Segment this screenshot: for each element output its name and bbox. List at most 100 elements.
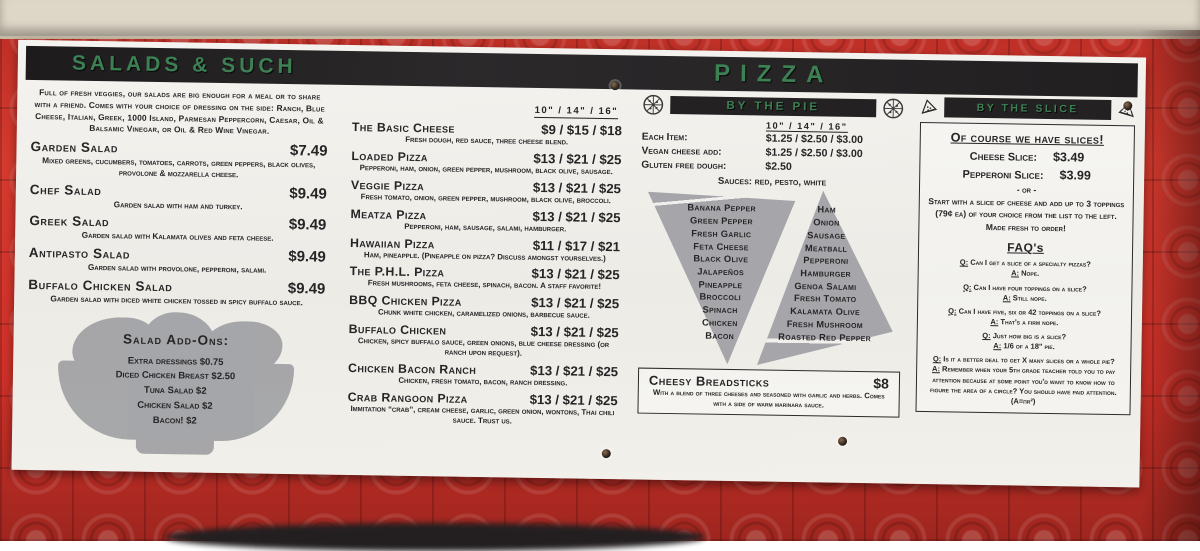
faq-answer: That's a firm nope. xyxy=(1000,317,1059,328)
item-name: The Basic Cheese xyxy=(351,120,456,136)
pizza-pie-icon xyxy=(882,97,904,119)
item-name: Pepperoni Slice: xyxy=(962,168,1044,182)
item-price: $13 / $21 / $25 xyxy=(532,208,621,225)
item-name: Crab Rangoon Pizza xyxy=(347,389,468,406)
faq-item: Q: Is it a better deal to get X many sli… xyxy=(924,354,1124,408)
topping: Roasted Red Pepper xyxy=(778,331,872,343)
item-price: $9 / $15 / $18 xyxy=(541,122,622,139)
item-name: Chef Salad xyxy=(29,181,102,198)
build-your-slice-text: Start with a slice of cheese and add up … xyxy=(928,196,1125,234)
pizza-list-column: 10" / 14" / 16" The Basic Cheese $9 / $15… xyxy=(337,85,635,474)
a-label: A: xyxy=(990,317,999,327)
item-desc: With a blend of three cheeses and season… xyxy=(652,388,885,410)
ceiling-molding xyxy=(0,0,1200,39)
item-price: $13 / $21 / $25 xyxy=(530,323,619,341)
a-label: A: xyxy=(1002,293,1011,303)
salad-addons: Salad Add-Ons: Extra dressings $0.75 Dic… xyxy=(25,311,324,469)
item-desc: Chicken, spicy buffalo sauce, green onio… xyxy=(357,336,610,358)
item-name: Hawaiian Pizza xyxy=(349,235,435,251)
menu-banner: SALADS & SUCH PIZZA Full of fresh veggie… xyxy=(11,39,1147,488)
menu-item-basic-cheese: The Basic Cheese $9 / $15 / $18 Fresh dou… xyxy=(352,119,622,148)
pizza-section-title: PIZZA xyxy=(713,59,834,89)
q-label: Q: xyxy=(963,282,972,292)
q-label: Q: xyxy=(932,354,942,364)
item-price: $13 / $21 / $25 xyxy=(529,391,618,408)
faq-answer: Remember when your 5th grade teacher tol… xyxy=(929,364,1117,406)
item-price: $13 / $21 / $25 xyxy=(531,295,620,312)
cheesy-breadsticks-box: Cheesy Breadsticks $8 With a blend of thr… xyxy=(637,367,901,418)
item-price: $9.49 xyxy=(288,248,326,266)
faq-title: FAQ's xyxy=(1007,240,1045,256)
menu-item-buffalo-chicken: Buffalo Chicken $13 / $21 / $25 Chicken, … xyxy=(348,321,619,360)
faq-answer: Still nope. xyxy=(1012,293,1047,303)
faq-item: Q: Can I have five, six or 42 toppings o… xyxy=(925,306,1124,329)
item-price: $3.99 xyxy=(1059,168,1091,183)
grommet xyxy=(1123,101,1133,111)
pizza-pie-icon xyxy=(642,94,664,116)
faq-item: Q: Can I have four toppings on a slice? … xyxy=(925,282,1124,305)
a-label: A: xyxy=(1011,268,1020,279)
by-the-slice-column: BY THE SLICE Of course we have slices! C… xyxy=(906,94,1145,482)
toppings-area: Banana Pepper Green Pepper Fresh Garlic … xyxy=(638,188,903,369)
item-price: $13 / $21 / $25 xyxy=(533,150,622,168)
item-price: $13 / $21 / $25 xyxy=(529,362,619,380)
item-price: $3.49 xyxy=(1052,150,1085,165)
item-price: $7.49 xyxy=(289,142,328,160)
item-price: $9.49 xyxy=(287,280,326,298)
item-price: $13 / $21 / $25 xyxy=(532,179,622,197)
faq-item: Q: Just how big is a slice? A: 1/6 of a … xyxy=(924,330,1123,353)
item-name: Buffalo Chicken Salad xyxy=(28,276,173,295)
pricing-value: $2.50 xyxy=(765,160,792,173)
grommet xyxy=(601,448,611,459)
menu-item-meatza-pizza: Meatza Pizza $13 / $21 / $25 Pepperoni, h… xyxy=(350,206,620,235)
a-label: A: xyxy=(931,364,941,374)
grommet xyxy=(837,436,848,446)
item-price: $13 / $21 / $25 xyxy=(531,266,620,283)
q-label: Q: xyxy=(959,257,969,268)
faq-item: Q: Can I get a slice of a specialty pizz… xyxy=(926,257,1125,280)
by-the-pie-column: BY THE PIE 10" / 14" / 16" Each Item: $1.… xyxy=(628,89,912,477)
faq-question: Can I have four toppings on a slice? xyxy=(973,282,1087,294)
item-name: Veggie Pizza xyxy=(350,177,425,193)
pie-sizes-header: 10" / 14" / 16" xyxy=(534,104,619,120)
salads-intro: Full of fresh veggies, our salads are bi… xyxy=(34,87,325,137)
or-divider: - or - xyxy=(1016,184,1037,195)
slices-headline: Of course we have slices! xyxy=(950,130,1105,147)
cheese-slice-row: Cheese Slice: $3.49 xyxy=(927,148,1126,165)
by-the-pie-bar: BY THE PIE xyxy=(670,96,877,118)
a-label: A: xyxy=(993,341,1002,351)
faq-question: Can I get a slice of a specialty pizzas? xyxy=(970,258,1091,270)
slices-info-box: Of course we have slices! Cheese Slice: … xyxy=(915,121,1136,416)
menu-item-bbq-chicken-pizza: BBQ Chicken Pizza $13 / $21 / $25 Chunk w… xyxy=(349,292,619,321)
item-name: Buffalo Chicken xyxy=(348,322,447,338)
by-the-slice-bar: BY THE SLICE xyxy=(944,97,1112,120)
menu-item-greek-salad: Greek Salad $9.49 Garden salad with Kalam… xyxy=(29,212,326,244)
q-label: Q: xyxy=(948,306,957,316)
menu-item-loaded-pizza: Loaded Pizza $13 / $21 / $25 Pepperoni, h… xyxy=(351,148,621,177)
item-price: $9.49 xyxy=(289,184,327,203)
salads-section-title: SALADS & SUCH xyxy=(71,51,297,79)
menu-item-buffalo-chicken-salad: Buffalo Chicken Salad $9.49 Garden salad … xyxy=(28,276,325,308)
menu-item-hawaiian-pizza: Hawaiian Pizza $11 / $17 / $21 Ham, pinea… xyxy=(350,235,620,264)
menu-item-antipasto-salad: Antipasto Salad $9.49 Garden salad with p… xyxy=(29,244,326,276)
faq-question: Just how big is a slice? xyxy=(992,331,1067,342)
pie-pricing-table: 10" / 14" / 16" Each Item: $1.25 / $2.50 … xyxy=(641,119,904,176)
item-name: Chicken Bacon Ranch xyxy=(347,360,477,377)
item-name: BBQ Chicken Pizza xyxy=(349,293,462,310)
item-name: Cheese Slice: xyxy=(969,150,1038,164)
menu-item-chef-salad: Chef Salad $9.49 Garden salad with ham an… xyxy=(30,181,327,213)
item-name: Loaded Pizza xyxy=(351,148,428,165)
q-label: Q: xyxy=(982,331,991,341)
addons-title: Salad Add-Ons: xyxy=(122,331,230,348)
menu-item-phl-pizza: The P.H.L. Pizza $13 / $21 / $25 Fresh mu… xyxy=(349,263,620,292)
item-name: Garden Salad xyxy=(30,139,119,156)
faq-question: Can I have five, six or 42 toppings on a… xyxy=(958,306,1102,318)
addons-list: Extra dressings $0.75 Diced Chicken Brea… xyxy=(26,353,324,431)
menu-item-chicken-bacon-ranch: Chicken Bacon Ranch $13 / $21 / $25 Chick… xyxy=(348,360,618,389)
item-desc: Immitation “crab”, cream cheese, garlic,… xyxy=(350,403,615,426)
item-name: Antipasto Salad xyxy=(28,245,131,262)
item-name: Meatza Pizza xyxy=(350,206,427,222)
grommet xyxy=(610,81,620,91)
wall-shadow xyxy=(1140,30,1200,541)
pricing-label: Gluten free dough: xyxy=(641,159,727,172)
